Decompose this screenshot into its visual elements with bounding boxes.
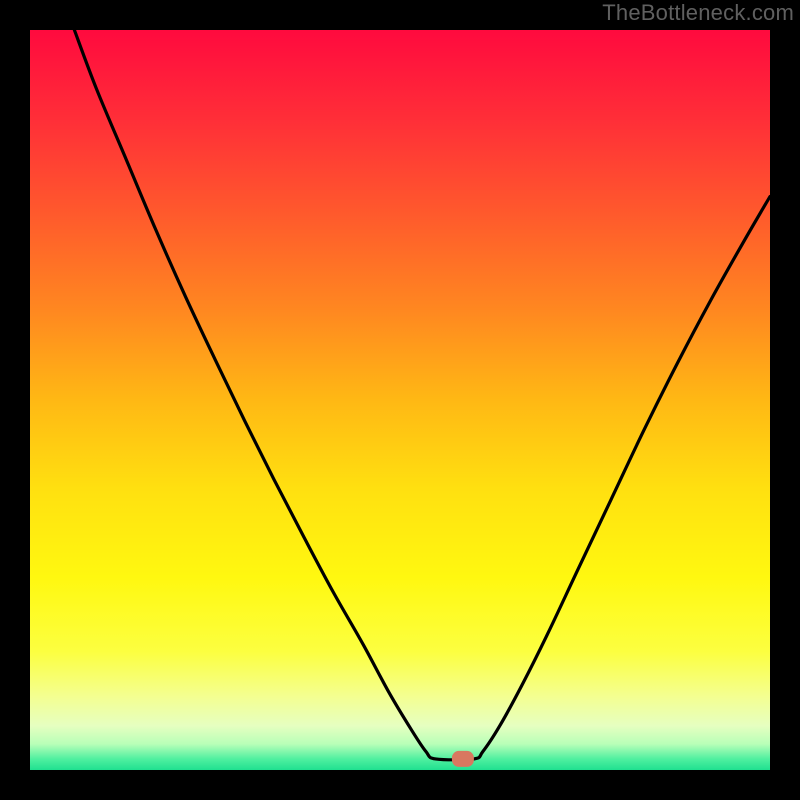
bottleneck-chart xyxy=(0,0,800,800)
attribution-label: TheBottleneck.com xyxy=(602,0,794,26)
chart-container: TheBottleneck.com xyxy=(0,0,800,800)
optimal-marker xyxy=(452,751,474,767)
